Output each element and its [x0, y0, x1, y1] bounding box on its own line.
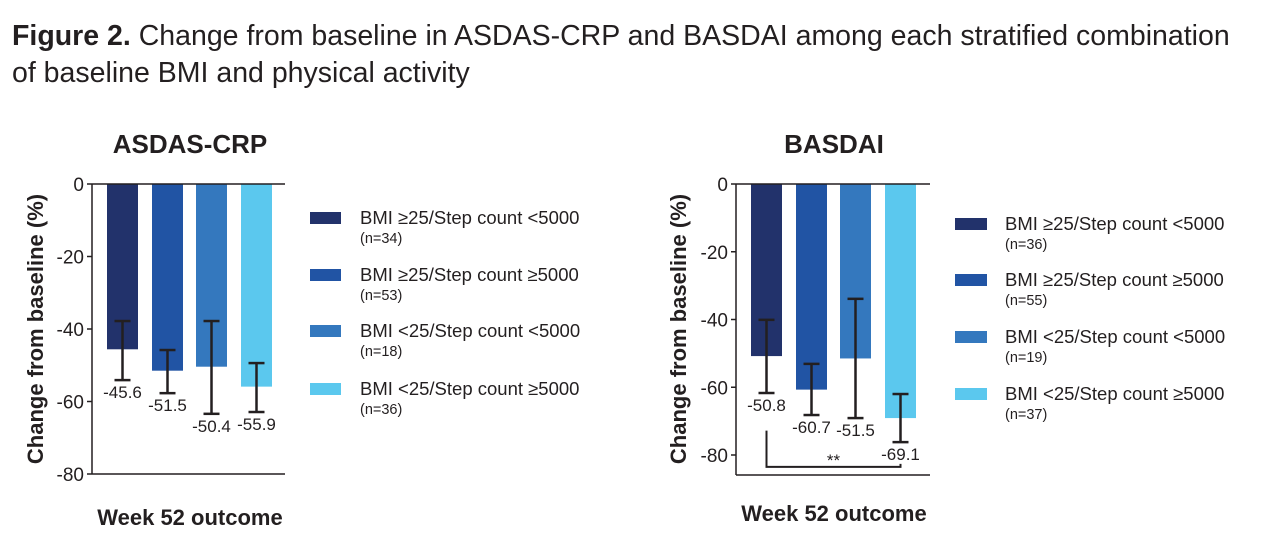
data-label: -51.5 [836, 421, 875, 440]
legend-label: BMI ≥25/Step count <5000 [360, 207, 579, 228]
x-axis-label: Week 52 outcome [741, 501, 926, 526]
significance-label: ** [827, 451, 841, 470]
legend-n-label: (n=55) [1005, 293, 1047, 309]
legend-swatch [955, 274, 987, 286]
legend-label: BMI <25/Step count <5000 [1005, 326, 1225, 347]
y-tick-label: -60 [701, 378, 728, 399]
legend-label: BMI ≥25/Step count ≥5000 [1005, 269, 1224, 290]
data-label: -69.1 [881, 445, 920, 464]
y-axis-label: Change from baseline (%) [23, 194, 48, 464]
legend-n-label: (n=53) [360, 288, 402, 304]
legend-label: BMI <25/Step count ≥5000 [360, 378, 579, 399]
bar [796, 184, 827, 390]
bar [885, 184, 916, 419]
legend-n-label: (n=19) [1005, 350, 1047, 366]
panel-title: BASDAI [784, 129, 884, 159]
legend-label: BMI <25/Step count ≥5000 [1005, 383, 1224, 404]
data-label: -50.8 [747, 396, 786, 415]
data-label: -50.4 [192, 417, 231, 436]
legend-swatch [310, 383, 341, 395]
x-axis-label: Week 52 outcome [97, 505, 282, 530]
legend-label: BMI ≥25/Step count <5000 [1005, 213, 1224, 234]
legend-n-label: (n=37) [1005, 407, 1047, 423]
significance-bracket [765, 430, 902, 468]
legend-swatch [955, 388, 987, 400]
legend-swatch [955, 331, 987, 343]
asdas-crp-chart: ASDAS-CRP 0 -20 -40 -60 -80 -45.6 -51.5 -50.4 -55… [23, 129, 580, 530]
data-label: -60.7 [792, 418, 831, 437]
legend-n-label: (n=36) [1005, 237, 1047, 253]
data-label: -55.9 [237, 415, 276, 434]
legend-swatch [955, 218, 987, 230]
y-tick-label: -20 [57, 248, 84, 269]
y-tick-label: -80 [57, 465, 84, 486]
y-tick-label: -40 [57, 320, 84, 341]
y-tick-label: -20 [701, 243, 728, 264]
figure-title: Figure 2. Change from baseline in ASDAS-… [12, 18, 1252, 92]
legend-swatch [310, 212, 341, 224]
y-tick-label: 0 [73, 175, 84, 196]
bar [152, 184, 183, 371]
data-label: -51.5 [148, 396, 187, 415]
y-tick-label: -60 [57, 393, 84, 414]
legend-label: BMI <25/Step count <5000 [360, 320, 580, 341]
legend-swatch [310, 269, 341, 281]
legend-label: BMI ≥25/Step count ≥5000 [360, 264, 579, 285]
bar [241, 184, 272, 387]
y-axis-label: Change from baseline (%) [666, 194, 691, 464]
legend-swatch [310, 325, 341, 337]
data-label: -45.6 [103, 383, 142, 402]
panel-title: ASDAS-CRP [113, 129, 268, 159]
figure-label: Figure 2. [12, 20, 131, 52]
legend-n-label: (n=18) [360, 344, 402, 360]
legend-n-label: (n=34) [360, 231, 402, 247]
figure-caption: Change from baseline in ASDAS-CRP and BA… [12, 20, 1230, 89]
y-tick-label: 0 [717, 175, 728, 196]
y-tick-label: -40 [701, 311, 728, 332]
y-tick-label: -80 [701, 446, 728, 467]
legend-n-label: (n=36) [360, 402, 402, 418]
